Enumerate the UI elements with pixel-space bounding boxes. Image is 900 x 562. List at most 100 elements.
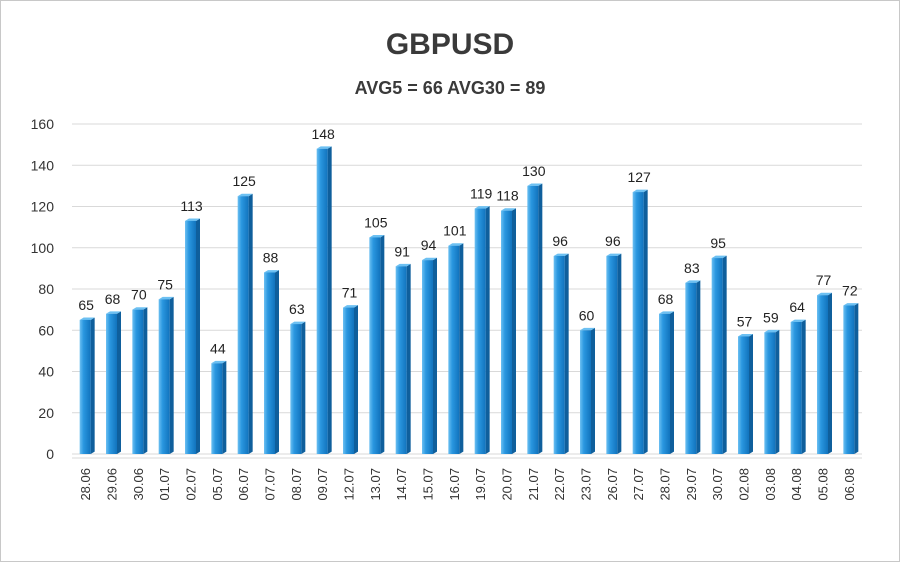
y-axis: 0 20 40 60 80 100 120 140 160 [31,116,55,462]
bar-side [143,307,148,454]
chart-subtitle: AVG5 = 66 AVG30 = 89 [354,78,546,98]
data-label: 130 [522,163,546,179]
data-label: 72 [842,283,858,299]
bar-side [696,280,701,454]
bar-front [711,258,723,454]
bar [264,270,279,454]
bar [158,296,174,454]
data-label: 77 [816,272,832,288]
bar-side [380,235,385,454]
data-label: 95 [710,235,726,251]
bar-side [248,193,253,454]
y-tick-label: 40 [38,364,54,380]
bar-front [527,185,539,454]
bar-side [828,292,832,454]
bar-top [264,270,279,273]
bar-front [580,330,591,454]
bar-top [369,235,385,238]
data-label: 96 [552,233,568,249]
bar-top [632,189,648,193]
bar-side [775,329,780,454]
bar-front [395,266,407,454]
bar-front [106,313,117,454]
x-tick-label: 29.06 [105,468,120,501]
data-label: 118 [496,188,519,204]
data-label: 148 [311,126,335,142]
bar-side [327,146,332,454]
x-axis: 28.06 29.06 30.06 01.07 02.07 05.07 06.07 07.07… [78,468,857,501]
x-tick-label: 15.07 [421,468,436,501]
bar [501,208,516,454]
data-label: 75 [157,276,173,292]
bar [553,253,569,454]
bar-top [79,317,95,320]
bar-front [132,309,144,454]
bar [79,317,95,454]
bar [632,189,648,454]
x-tick-label: 04.08 [789,468,804,501]
y-tick-label: 100 [31,240,55,256]
bar [711,255,727,454]
data-label: 59 [763,309,779,325]
bar [132,307,148,454]
bar [817,292,832,454]
bar-side [406,263,411,454]
bar [764,329,780,454]
bar-front [343,307,354,454]
bars [79,146,859,454]
x-tick-label: 05.08 [816,468,831,501]
bar-front [369,237,381,454]
bar-side [670,311,674,454]
bar-side [591,327,595,454]
bar-top [290,321,306,325]
bar [843,303,859,454]
bar-top [237,193,253,197]
bar-top [527,183,543,186]
y-tick-label: 60 [38,322,54,338]
x-tick-label: 27.07 [631,468,646,501]
bar-side [801,319,806,454]
x-tick-label: 21.07 [526,468,541,501]
bar-top [132,307,148,310]
data-label: 57 [737,313,753,329]
bar [185,218,200,454]
bar-top [764,329,780,333]
x-tick-label: 05.07 [210,468,225,501]
bar [343,305,358,454]
bar [369,235,385,454]
bar-front [659,313,670,454]
bar-front [211,363,223,454]
bar-top [606,253,622,256]
bar-front [817,295,828,454]
x-tick-label: 03.08 [763,468,778,501]
bar-front [553,256,565,454]
bar-top [580,327,595,331]
data-label: 60 [579,307,595,323]
bar-side [275,270,279,454]
x-tick-label: 02.08 [737,468,752,501]
bar-top [211,360,227,364]
x-tick-label: 13.07 [368,468,383,501]
x-tick-label: 02.07 [184,468,199,501]
data-label: 113 [180,198,203,214]
y-tick-label: 120 [31,199,55,215]
bar-side [512,208,516,454]
x-tick-label: 20.07 [500,468,515,501]
bar-side [749,334,753,454]
bar-top [843,303,859,306]
bar-side [90,317,95,454]
bar-top [185,218,200,221]
bar-top [474,206,490,209]
bar-side [459,243,464,454]
data-label: 105 [364,214,388,230]
x-tick-label: 28.07 [658,468,673,501]
x-tick-label: 14.07 [394,468,409,501]
bar-front [738,336,749,454]
gridlines [72,123,862,459]
chart-title: GBPUSD [385,28,515,61]
bar-front [448,245,460,454]
bar-side [117,311,121,454]
bar-front [290,324,302,454]
x-tick-label: 06.07 [236,468,251,501]
